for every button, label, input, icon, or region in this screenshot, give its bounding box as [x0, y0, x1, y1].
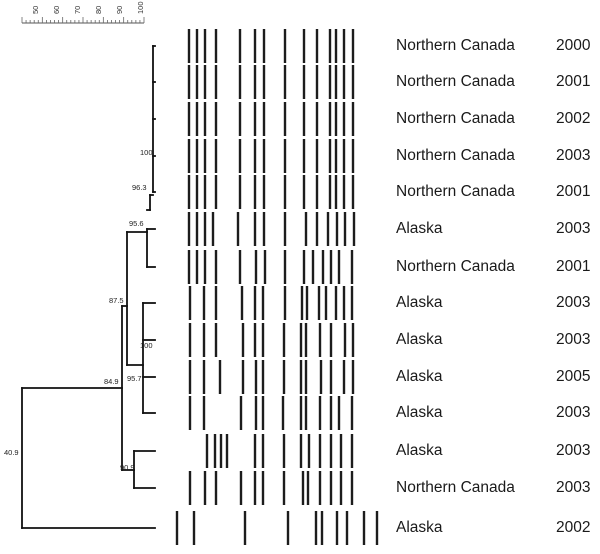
- isolate-location: Northern Canada: [396, 258, 515, 275]
- isolate-location: Northern Canada: [396, 73, 515, 90]
- node-similarity-label: 95.7: [127, 374, 142, 383]
- isolate-location: Alaska: [396, 519, 443, 536]
- scale-tick-label: 100: [136, 1, 145, 14]
- isolate-location: Alaska: [396, 331, 443, 348]
- scale-tick-label: 70: [73, 6, 82, 14]
- node-similarity-label: 87.5: [109, 296, 124, 305]
- isolate-year: 2001: [556, 183, 591, 200]
- isolate-location: Northern Canada: [396, 110, 515, 127]
- pfge-band-patterns: [175, 29, 379, 545]
- isolate-location: Northern Canada: [396, 183, 515, 200]
- isolate-year: 2002: [556, 519, 591, 536]
- isolate-location: Alaska: [396, 368, 443, 385]
- isolate-location: Alaska: [396, 294, 443, 311]
- similarity-scale: 50 60 70 80 90 100: [21, 1, 145, 24]
- isolate-year: 2003: [556, 404, 591, 421]
- isolate-year: 2003: [556, 220, 591, 237]
- isolate-year: 2003: [556, 294, 591, 311]
- isolate-location: Northern Canada: [396, 479, 515, 496]
- isolate-location: Alaska: [396, 404, 443, 421]
- node-similarity-label: 40.9: [4, 448, 19, 457]
- isolate-location: Alaska: [396, 442, 443, 459]
- isolate-year: 2003: [556, 442, 591, 459]
- cluster-tree: 40.9 84.9 87.5 95.6 96.3 100 95.7 100 90.9: [4, 45, 156, 529]
- node-similarity-label: 90.9: [120, 463, 135, 472]
- isolate-location: Northern Canada: [396, 37, 515, 54]
- scale-tick-label: 50: [31, 6, 40, 14]
- node-similarity-label: 100: [140, 341, 153, 350]
- isolate-year: 2003: [556, 479, 591, 496]
- isolate-year: 2005: [556, 368, 591, 385]
- node-similarity-label: 100: [140, 148, 153, 157]
- scale-tick-label: 90: [115, 6, 124, 14]
- node-similarity-label: 96.3: [132, 183, 147, 192]
- node-similarity-label: 84.9: [104, 377, 119, 386]
- isolate-location: Alaska: [396, 220, 443, 237]
- isolate-year: 2002: [556, 110, 591, 127]
- node-similarity-label: 95.6: [129, 219, 144, 228]
- scale-tick-label: 60: [52, 6, 61, 14]
- isolate-year: 2000: [556, 37, 591, 54]
- scale-tick-label: 80: [94, 6, 103, 14]
- isolate-year: 2001: [556, 258, 591, 275]
- isolate-year: 2001: [556, 73, 591, 90]
- isolate-location: Northern Canada: [396, 147, 515, 164]
- isolate-year: 2003: [556, 331, 591, 348]
- isolate-year: 2003: [556, 147, 591, 164]
